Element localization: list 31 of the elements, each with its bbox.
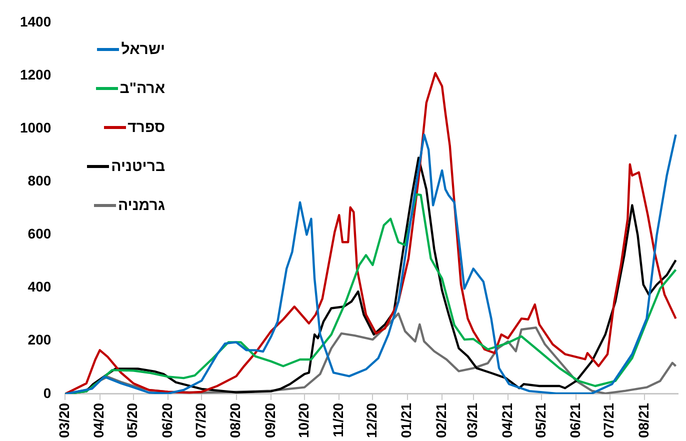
legend-label: ספרד bbox=[128, 119, 166, 136]
x-tick-label: 11/20 bbox=[330, 402, 346, 438]
x-tick-label: 04/20 bbox=[90, 402, 107, 438]
y-tick-label: 600 bbox=[28, 226, 52, 242]
x-tick-label: 08/21 bbox=[635, 402, 652, 438]
y-tick-label: 1400 bbox=[20, 13, 52, 30]
y-tick-label: 1000 bbox=[20, 119, 52, 136]
x-tick-label: 06/20 bbox=[158, 402, 175, 438]
y-tick-label: 0 bbox=[43, 384, 52, 401]
legend-label: בריטניה bbox=[111, 158, 166, 176]
x-tick-label: 03/21 bbox=[464, 402, 480, 438]
x-tick-label: 04/21 bbox=[498, 402, 515, 438]
y-tick-label: 800 bbox=[28, 172, 52, 188]
x-tick-label: 07/21 bbox=[600, 402, 617, 438]
x-tick-label: 08/20 bbox=[227, 402, 244, 438]
x-tick-label: 03/20 bbox=[56, 402, 72, 438]
y-tick-label: 1200 bbox=[20, 66, 52, 82]
x-tick-label: 01/21 bbox=[398, 402, 414, 438]
x-tick-label: 05/20 bbox=[124, 402, 140, 438]
legend-label: גרמניה bbox=[118, 197, 166, 214]
legend-label: ארה"ב bbox=[120, 80, 166, 98]
x-tick-label: 09/20 bbox=[262, 402, 278, 438]
x-tick-label: 02/21 bbox=[432, 402, 449, 438]
y-tick-label: 400 bbox=[28, 278, 52, 295]
legend-label: ישראל bbox=[121, 41, 166, 58]
x-tick-label: 07/20 bbox=[192, 402, 208, 438]
y-tick-label: 200 bbox=[28, 332, 52, 348]
x-tick-label: 10/20 bbox=[295, 402, 312, 438]
x-tick-label: 05/21 bbox=[532, 402, 548, 438]
x-tick-label: 06/21 bbox=[567, 402, 584, 438]
x-tick-label: 12/20 bbox=[364, 402, 380, 438]
